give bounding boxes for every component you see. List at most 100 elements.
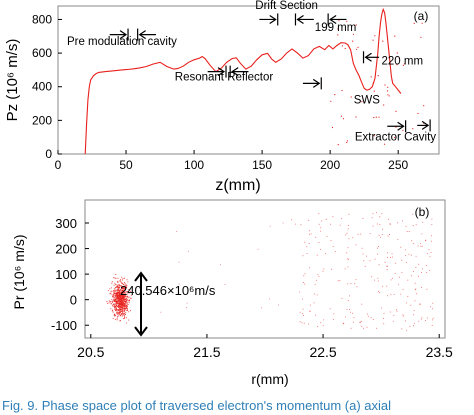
pr-scatter-point bbox=[124, 302, 126, 304]
pr-scatter-point bbox=[122, 278, 124, 280]
span-arrow-head-bottom bbox=[134, 326, 148, 337]
pr-scatter-point bbox=[130, 290, 132, 292]
pr-scatter-point bbox=[426, 317, 428, 319]
pr-scatter-point bbox=[126, 279, 128, 281]
pr-scatter-point bbox=[123, 300, 126, 302]
panel-a-trace bbox=[84, 7, 425, 155]
pz-scatter-point bbox=[383, 104, 385, 106]
pz-scatter-point bbox=[373, 135, 375, 137]
pr-scatter-point bbox=[397, 222, 399, 224]
pz-scatter-point bbox=[412, 128, 414, 130]
section-arrow-head bbox=[421, 120, 430, 130]
pr-scatter-point bbox=[122, 305, 124, 307]
pr-scatter-point bbox=[108, 302, 110, 304]
pr-scatter-point bbox=[389, 224, 391, 226]
annotation-label: Drift Section bbox=[255, 0, 318, 12]
pr-scatter-point bbox=[118, 307, 121, 309]
pr-scatter-point bbox=[110, 287, 113, 289]
annotation-label: 199 mm bbox=[315, 22, 357, 34]
pr-scatter-point bbox=[361, 303, 363, 305]
pr-scatter-point bbox=[330, 240, 332, 242]
pr-scatter-point bbox=[419, 243, 421, 244]
pr-scatter-point bbox=[402, 314, 404, 316]
pr-scatter-point bbox=[120, 286, 122, 289]
pr-scatter-point bbox=[110, 303, 112, 305]
pr-scatter-point bbox=[398, 276, 400, 278]
pr-scatter-point bbox=[354, 283, 356, 285]
pr-scatter-point bbox=[346, 232, 348, 234]
pr-scatter-point bbox=[122, 313, 124, 315]
pr-scatter-point bbox=[360, 233, 362, 235]
pr-scatter-point bbox=[322, 270, 324, 272]
pr-scatter-point bbox=[124, 288, 126, 291]
pr-scatter-point bbox=[115, 278, 117, 280]
pr-scatter-point bbox=[386, 285, 388, 287]
pr-scatter-point bbox=[376, 223, 378, 225]
pr-scatter-point bbox=[421, 271, 422, 273]
pr-scatter-point bbox=[122, 297, 124, 299]
pr-scatter-point bbox=[341, 218, 343, 220]
pr-scatter-point bbox=[118, 303, 120, 305]
pz-scatter-point bbox=[384, 84, 386, 86]
pr-scatter-point bbox=[299, 321, 301, 323]
pr-scatter-point bbox=[332, 318, 334, 320]
pr-scatter-point bbox=[391, 277, 393, 279]
pz-scatter-point bbox=[396, 64, 398, 66]
pr-scatter-point bbox=[119, 309, 122, 311]
pr-scatter-point bbox=[406, 231, 408, 232]
pr-scatter-point bbox=[325, 253, 326, 255]
pr-scatter-point bbox=[121, 314, 123, 316]
pr-scatter-point bbox=[348, 238, 350, 240]
pr-scatter-point bbox=[121, 315, 123, 317]
pr-scatter-point bbox=[125, 291, 127, 293]
pr-scatter-point bbox=[160, 311, 162, 313]
pr-scatter-point bbox=[113, 293, 115, 296]
pr-scatter-point bbox=[224, 283, 226, 285]
pr-scatter-point bbox=[123, 296, 125, 298]
pr-scatter-point bbox=[109, 301, 111, 303]
pr-scatter-point bbox=[126, 293, 128, 295]
pr-scatter-point bbox=[125, 305, 127, 307]
pr-scatter-point bbox=[405, 255, 407, 256]
pr-scatter-point bbox=[432, 308, 434, 310]
pz-scatter-point bbox=[338, 20, 340, 22]
pr-scatter-point bbox=[346, 252, 348, 254]
pr-scatter-point bbox=[308, 323, 309, 325]
pr-scatter-point bbox=[342, 322, 344, 324]
y-tick-label: 200 bbox=[55, 242, 77, 257]
pr-scatter-point bbox=[390, 294, 392, 296]
pr-scatter-point bbox=[118, 294, 120, 296]
pr-scatter-point bbox=[127, 299, 129, 301]
pr-scatter-point bbox=[113, 294, 115, 296]
pr-scatter-point bbox=[122, 301, 124, 303]
pr-scatter-point bbox=[111, 301, 114, 303]
pr-scatter-point bbox=[117, 309, 119, 311]
pr-scatter-point bbox=[377, 247, 378, 249]
pr-scatter-point bbox=[122, 293, 124, 295]
pr-scatter-point bbox=[106, 301, 108, 303]
pz-scatter-point bbox=[340, 115, 343, 117]
pz-scatter-point bbox=[378, 116, 380, 118]
pr-scatter-point bbox=[269, 225, 271, 227]
pr-scatter-point bbox=[117, 286, 119, 288]
pr-scatter-point bbox=[120, 285, 123, 287]
pr-scatter-point bbox=[314, 283, 316, 285]
pr-scatter-point bbox=[316, 294, 318, 296]
pr-scatter-point bbox=[414, 300, 416, 302]
pr-scatter-point bbox=[113, 313, 116, 315]
section-arrow-head bbox=[269, 14, 277, 24]
pr-scatter-point bbox=[318, 275, 320, 277]
pr-scatter-point bbox=[392, 320, 394, 322]
pr-scatter-point bbox=[353, 317, 355, 319]
pz-scatter-point bbox=[417, 112, 419, 115]
pr-scatter-point bbox=[299, 311, 301, 313]
pr-scatter-point bbox=[374, 258, 376, 260]
panel-a-section-arrows bbox=[109, 13, 431, 133]
pr-scatter-point bbox=[350, 283, 352, 284]
pr-scatter-point bbox=[113, 300, 115, 302]
pz-scatter-point bbox=[331, 126, 334, 129]
pr-scatter-point bbox=[416, 293, 418, 295]
pr-scatter-point bbox=[121, 304, 123, 306]
pr-scatter-point bbox=[121, 290, 124, 292]
pr-scatter-point bbox=[415, 224, 417, 226]
